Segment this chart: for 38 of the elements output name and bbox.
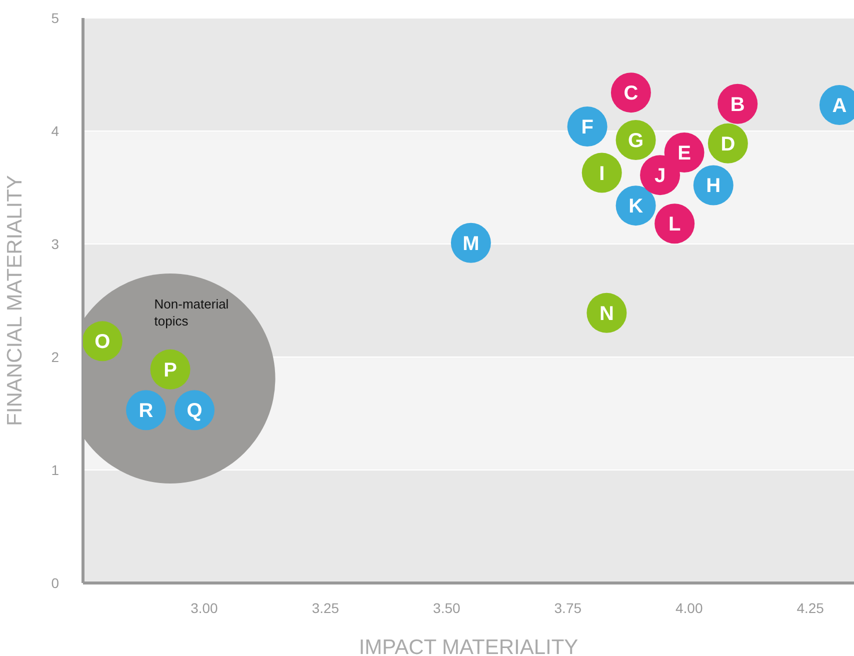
- data-label: O: [94, 331, 110, 354]
- data-label: N: [599, 302, 614, 325]
- x-tick-label: 3.25: [312, 600, 340, 616]
- data-label: I: [599, 162, 605, 185]
- data-label: F: [581, 116, 594, 138]
- data-label: P: [164, 359, 177, 382]
- data-label: Q: [186, 400, 202, 422]
- data-label: R: [138, 400, 154, 422]
- y-tick-label: 2: [51, 349, 60, 365]
- data-label: K: [628, 196, 644, 218]
- data-label: M: [462, 232, 480, 255]
- y-tick-label: 1: [51, 462, 60, 478]
- x-tick-label: 3.00: [190, 600, 218, 616]
- y-axis-title: FINANCIAL MATERIALITY: [3, 175, 26, 426]
- series-label: Non-material topics: [154, 296, 229, 328]
- y-tick-label: 4: [51, 123, 60, 139]
- data-label: H: [706, 175, 721, 198]
- data-label: A: [832, 95, 847, 118]
- x-tick-label: 3.75: [554, 600, 582, 616]
- data-label: C: [624, 82, 638, 105]
- data-label: B: [730, 94, 745, 116]
- x-tick-label: 4.00: [676, 600, 703, 616]
- data-label: D: [720, 133, 736, 156]
- y-tick-label: 5: [51, 10, 60, 26]
- y-tick-label: 3: [51, 236, 60, 252]
- data-label: E: [678, 142, 691, 164]
- data-label: J: [654, 165, 666, 188]
- point: [150, 349, 190, 390]
- data-label: G: [628, 130, 644, 152]
- point: [640, 155, 680, 196]
- x-tick-label: 4.25: [796, 600, 824, 616]
- point: [567, 106, 608, 146]
- x-tick-label: 3.50: [433, 600, 461, 616]
- data-label: L: [668, 214, 681, 236]
- point: [582, 152, 622, 193]
- point: [654, 204, 695, 244]
- y-tick-label: 0: [51, 575, 60, 591]
- x-axis-title: IMPACT MATERIALITY: [358, 636, 578, 656]
